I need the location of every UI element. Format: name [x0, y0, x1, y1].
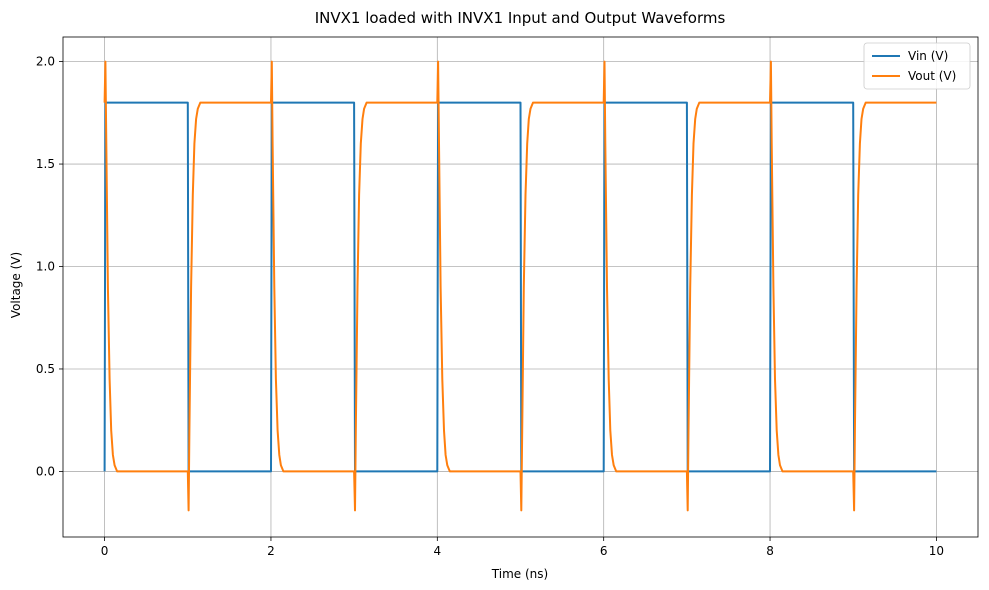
x-tick-label: 6 — [600, 544, 608, 558]
series-line-vin — [103, 101, 937, 473]
plot-frame — [62, 36, 979, 538]
y-tick-label: 1.0 — [36, 260, 55, 274]
y-axis-label: Voltage (V) — [9, 252, 23, 318]
y-tick-label: 0.5 — [36, 362, 55, 376]
legend: Vin (V) Vout (V) — [863, 42, 971, 90]
y-tick-label: 1.5 — [36, 157, 55, 171]
x-tick-label: 2 — [267, 544, 275, 558]
x-tick-label: 4 — [433, 544, 441, 558]
legend-label: Vin (V) — [908, 49, 948, 63]
legend-box — [863, 42, 971, 90]
series-layer — [103, 60, 937, 512]
x-axis-label: Time (ns) — [491, 567, 548, 581]
series-line-vout — [103, 60, 937, 512]
x-tick-label: 0 — [101, 544, 109, 558]
tick-layer: 0 2 4 6 8 10 0.0 0.5 1.0 1.5 2.0 — [36, 55, 944, 558]
y-tick-label: 2.0 — [36, 55, 55, 69]
x-tick-label: 8 — [766, 544, 774, 558]
x-tick-label: 10 — [929, 544, 944, 558]
legend-label: Vout (V) — [908, 69, 956, 83]
chart-title: INVX1 loaded with INVX1 Input and Output… — [315, 9, 726, 27]
y-tick-label: 0.0 — [36, 464, 55, 478]
